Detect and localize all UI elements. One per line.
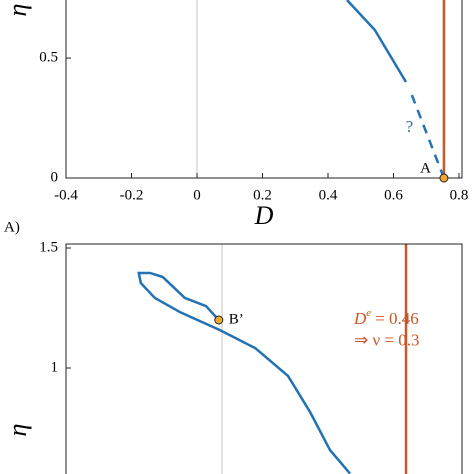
annotation: De = 0.46 bbox=[353, 307, 419, 328]
x-axis-label: D bbox=[254, 201, 274, 230]
annotation-rest: = 0.46 bbox=[375, 309, 419, 328]
y-axis-label: η bbox=[3, 424, 32, 437]
y-tick-label: 0 bbox=[51, 169, 59, 185]
annotation-text: ⇒ ν = 0.3 bbox=[354, 331, 420, 350]
y-tick-label: 1.5 bbox=[39, 239, 58, 255]
y-axis-label: η bbox=[3, 4, 32, 17]
point-label: A bbox=[420, 160, 431, 176]
x-tick-label: -0.4 bbox=[54, 187, 78, 203]
line-series bbox=[137, 271, 351, 474]
annotation-sup: e bbox=[366, 307, 371, 319]
line-series bbox=[346, 0, 408, 83]
annotation: ? bbox=[406, 117, 414, 136]
y-tick-label: 0.5 bbox=[39, 49, 58, 65]
x-tick-label: 0.8 bbox=[450, 187, 469, 203]
axes-frame bbox=[65, 0, 463, 179]
point-label: B’ bbox=[229, 311, 244, 327]
x-tick-label: -0.2 bbox=[120, 187, 144, 203]
point-marker bbox=[214, 315, 224, 325]
x-tick-label: 0.4 bbox=[319, 187, 338, 203]
annotation: ⇒ ν = 0.3 bbox=[354, 331, 420, 350]
y-tick-label: 1 bbox=[51, 359, 59, 375]
annotation-text: ? bbox=[406, 117, 414, 136]
point-marker bbox=[439, 173, 449, 183]
x-tick-label: 0.2 bbox=[253, 187, 272, 203]
axes-frame bbox=[65, 243, 463, 474]
x-tick-label: 0.6 bbox=[384, 187, 403, 203]
x-tick-label: 0 bbox=[193, 187, 201, 203]
annotation-text: D bbox=[353, 309, 367, 328]
panel-label: A) bbox=[4, 219, 20, 235]
